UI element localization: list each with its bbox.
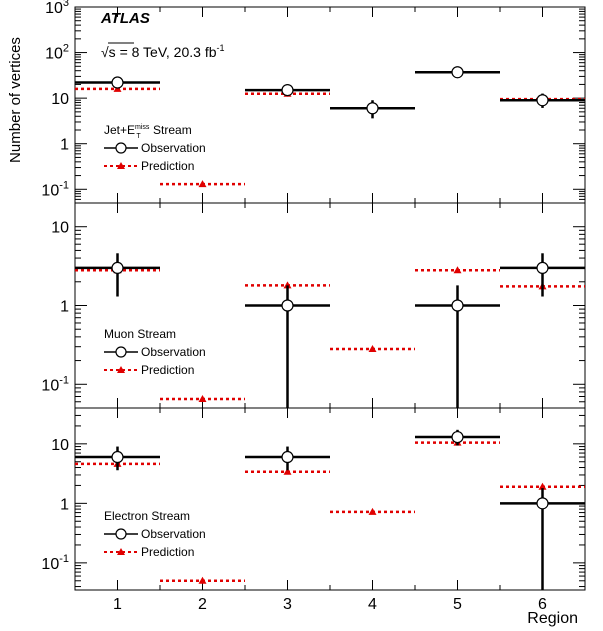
observation-marker <box>451 430 464 444</box>
plot-frame <box>74 407 586 591</box>
energy-lumi-label: √s = 8 TeV, 20.3 fb-1 <box>101 42 225 60</box>
prediction-marker <box>538 482 547 490</box>
y-axis-label: Number of vertices <box>7 37 24 163</box>
panel-electron-stream: 10-1 1 10 1 2 3 4 5 6 Electron Stream Observation P… <box>41 407 586 613</box>
legend-prediction-marker <box>117 162 125 169</box>
y-tick-label: 10 <box>51 437 69 454</box>
y-tick-label: 103 <box>45 0 69 17</box>
y-tick-label: 10-1 <box>41 374 69 394</box>
prediction-marker <box>283 281 292 289</box>
observation-marker <box>281 450 294 464</box>
panel-muon-stream: 10-1 1 10 Muon Stream Observation Prediction <box>41 202 586 409</box>
observation-marker <box>111 450 124 464</box>
y-tick-label: 10 <box>51 91 69 108</box>
x-tick-label: 5 <box>453 596 462 613</box>
observation-marker <box>281 299 294 312</box>
x-axis-label: Region <box>527 610 578 627</box>
legend-prediction-label: Prediction <box>141 159 194 173</box>
plot-area <box>75 253 585 408</box>
plot-area <box>75 66 585 188</box>
x-tick-label: 6 <box>538 596 547 613</box>
observation-marker <box>451 66 464 79</box>
legend-observation-marker <box>115 142 127 154</box>
prediction-marker <box>283 467 292 475</box>
observation-marker <box>536 497 549 510</box>
observation-marker <box>536 94 549 107</box>
plot-frame <box>74 6 586 204</box>
observation-marker <box>111 261 124 275</box>
y-tick-label: 1 <box>60 299 69 316</box>
y-tick-label: 10-1 <box>41 179 69 199</box>
x-tick-label: 2 <box>198 596 207 613</box>
observation-marker <box>451 299 464 312</box>
panel-jet-met-stream: 10-1 1 10 102 103 Jet+Emiss T StreamObservatio… <box>41 0 586 204</box>
observation-marker <box>536 261 549 275</box>
prediction-marker <box>453 266 462 274</box>
x-tick-label: 1 <box>113 596 122 613</box>
observation-marker <box>111 76 124 89</box>
y-tick-label: 10-1 <box>41 553 69 573</box>
observation-marker <box>281 84 294 97</box>
observation-marker <box>366 102 379 115</box>
prediction-marker <box>198 180 207 188</box>
x-tick-label: 4 <box>368 596 377 613</box>
prediction-marker <box>198 395 207 403</box>
stream-label: Muon Stream <box>104 327 176 341</box>
stream-label: Electron Stream <box>104 509 190 523</box>
legend-prediction-marker <box>117 548 125 555</box>
legend-observation-marker <box>115 528 127 540</box>
legend-observation-label: Observation <box>141 345 206 359</box>
y-tick-label: 1 <box>60 137 69 154</box>
prediction-marker <box>368 507 377 515</box>
stream-label: Jet+Emiss T Stream <box>104 123 192 140</box>
y-tick-label: 102 <box>45 43 69 63</box>
legend-observation-label: Observation <box>141 527 206 541</box>
prediction-marker <box>198 576 207 584</box>
legend-observation-label: Observation <box>141 141 206 155</box>
legend-prediction-label: Prediction <box>141 363 194 377</box>
prediction-marker <box>368 345 377 353</box>
svg-text:√s = 8 TeV, 20.3 fb-1: √s = 8 TeV, 20.3 fb-1 <box>101 43 225 60</box>
atlas-label: ATLAS <box>100 10 150 27</box>
x-tick-label: 3 <box>283 596 292 613</box>
y-tick-label: 10 <box>51 220 69 237</box>
legend-prediction-label: Prediction <box>141 545 194 559</box>
legend-prediction-marker <box>117 366 125 373</box>
legend-observation-marker <box>115 346 127 358</box>
y-tick-label: 1 <box>60 496 69 513</box>
plot-area <box>75 429 585 590</box>
